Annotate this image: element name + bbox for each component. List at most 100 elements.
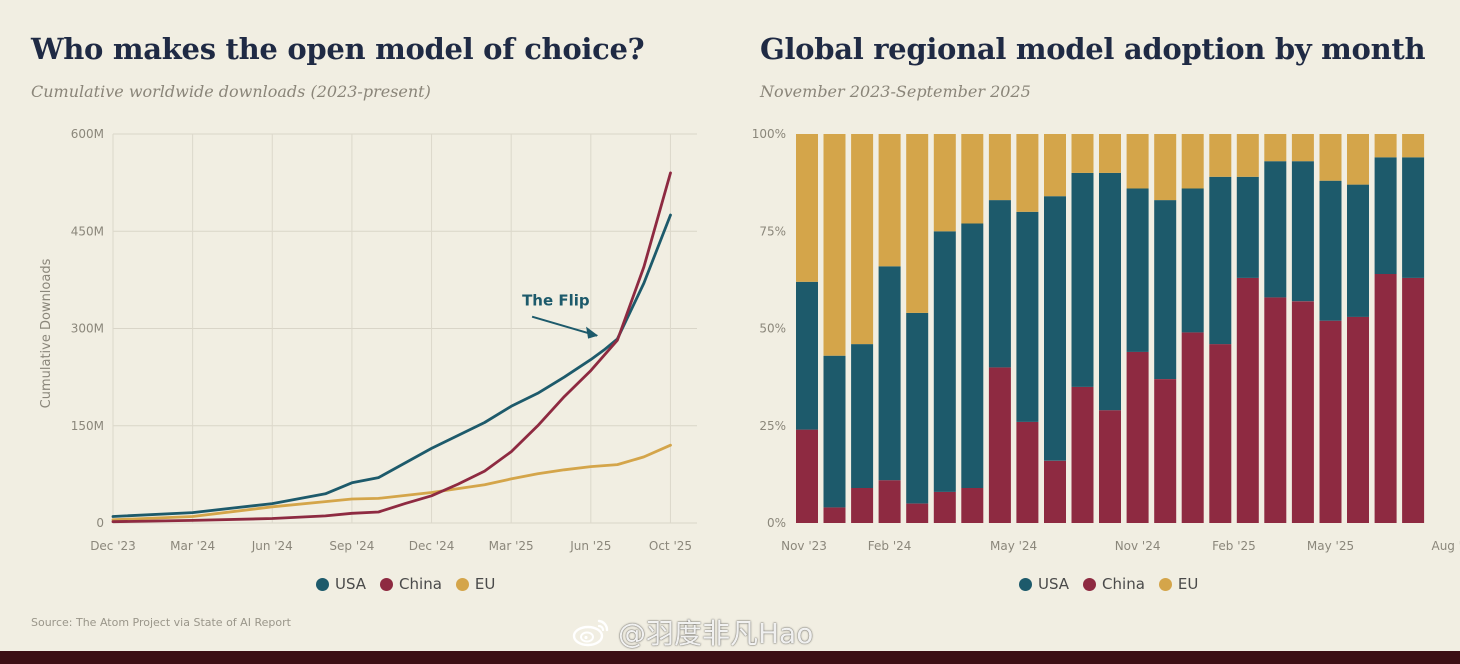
- bar-segment-eu: [1236, 134, 1259, 177]
- annotation-the-flip: The Flip: [522, 292, 590, 310]
- bar-segment-china: [961, 488, 984, 523]
- left-legend: USA China EU: [316, 575, 495, 593]
- bar-segment-usa: [796, 281, 818, 430]
- x-tick-label: Aug '25: [1431, 539, 1460, 553]
- bar-segment-usa: [1402, 157, 1425, 278]
- bar-segment-eu: [1126, 134, 1149, 189]
- bar-segment-eu: [1071, 134, 1094, 173]
- legend-dot-china: [380, 577, 394, 591]
- legend-item-china: China: [380, 575, 442, 593]
- x-tick-label: Feb '25: [1212, 539, 1256, 553]
- bar-segment-china: [1374, 274, 1397, 523]
- watermark: @羽度非凡Hao: [572, 612, 813, 652]
- x-tick-label: Dec '23: [90, 539, 136, 553]
- legend-label-usa: USA: [1038, 575, 1070, 593]
- bar-segment-usa: [1099, 172, 1121, 411]
- x-tick-label: Dec '24: [409, 539, 455, 553]
- y-tick-label: 50%: [759, 322, 786, 336]
- y-axis-label: Cumulative Downloads: [39, 258, 54, 408]
- y-tick-label: 600M: [71, 127, 104, 141]
- y-tick-label: 25%: [759, 419, 786, 433]
- x-tick-label: Feb '24: [868, 539, 912, 553]
- bar-segment-eu: [1154, 134, 1177, 201]
- bar-segment-usa: [878, 266, 901, 481]
- y-tick-label: 450M: [71, 224, 104, 238]
- bar-segment-usa: [1071, 172, 1094, 387]
- bar-segment-china: [823, 507, 846, 523]
- legend-label-china: China: [399, 575, 442, 593]
- legend-dot-eu: [455, 577, 469, 591]
- bar-segment-usa: [1236, 176, 1259, 278]
- bar-segment-eu: [1347, 134, 1369, 185]
- bottom-band: [0, 651, 1460, 664]
- bar-segment-china: [1347, 316, 1369, 523]
- y-tick-label: 75%: [759, 224, 786, 238]
- series-line-usa: [111, 213, 672, 518]
- bar-segment-china: [1181, 332, 1204, 523]
- bar-segment-eu: [961, 134, 984, 224]
- bar-segment-china: [906, 503, 929, 523]
- bar-segment-eu: [1099, 134, 1121, 173]
- bar-segment-eu: [1291, 134, 1314, 162]
- legend-item-eu: EU: [455, 575, 496, 593]
- bar-segment-eu: [1264, 134, 1287, 162]
- legend-item-usa: USA: [1019, 575, 1069, 593]
- bar-segment-usa: [961, 223, 984, 488]
- bar-segment-eu: [796, 134, 818, 282]
- legend-label-china: China: [1102, 575, 1145, 593]
- legend-item-usa: USA: [316, 575, 366, 593]
- bar-segment-china: [1319, 320, 1342, 523]
- y-tick-label: 300M: [71, 322, 104, 336]
- y-tick-label: 0%: [767, 516, 786, 530]
- watermark-text: @羽度非凡Hao: [618, 617, 814, 650]
- y-tick-label: 150M: [71, 419, 104, 433]
- x-tick-label: May '24: [990, 539, 1037, 553]
- x-tick-label: Sep '24: [329, 539, 374, 553]
- bar-segment-china: [1154, 379, 1177, 523]
- bar-segment-china: [1264, 297, 1287, 523]
- bar-segment-eu: [1319, 134, 1342, 181]
- legend-label-eu: EU: [474, 575, 496, 593]
- bar-segment-china: [1209, 344, 1232, 523]
- x-tick-label: Oct '25: [649, 539, 692, 553]
- bar-segment-eu: [851, 134, 874, 345]
- annotation-arrow-shaft: [531, 315, 598, 337]
- bar-segment-china: [988, 367, 1011, 523]
- bar-segment-eu: [1181, 134, 1204, 189]
- bar-segment-usa: [851, 344, 874, 488]
- right-chart-subtitle: November 2023-September 2025: [760, 82, 1031, 101]
- legend-dot-usa: [316, 577, 329, 591]
- annotation-arrow-head: [586, 326, 599, 339]
- legend-item-china: China: [1083, 575, 1145, 593]
- bar-segment-eu: [1044, 134, 1066, 197]
- series-line-china: [111, 171, 672, 524]
- bar-segment-usa: [906, 312, 929, 504]
- x-tick-label: Jun '25: [569, 539, 611, 553]
- bar-segment-china: [1291, 301, 1314, 523]
- bar-segment-china: [796, 429, 818, 523]
- bar-segment-usa: [1181, 188, 1204, 333]
- bar-segment-usa: [1154, 200, 1177, 379]
- bar-segment-china: [1071, 386, 1094, 523]
- bar-segment-eu: [1016, 134, 1039, 212]
- bar-segment-usa: [1264, 161, 1287, 298]
- bar-segment-usa: [1016, 211, 1039, 422]
- bar-segment-eu: [878, 134, 901, 267]
- bar-segment-usa: [1291, 161, 1314, 302]
- x-tick-label: Mar '25: [489, 539, 534, 553]
- legend-label-usa: USA: [335, 575, 367, 593]
- bar-segment-usa: [1044, 196, 1066, 461]
- legend-item-eu: EU: [1158, 575, 1198, 593]
- source-note: Source: The Atom Project via State of AI…: [31, 616, 291, 629]
- bar-segment-eu: [933, 134, 956, 232]
- bar-segment-eu: [906, 134, 929, 313]
- bar-segment-eu: [1374, 134, 1397, 158]
- bar-segment-usa: [933, 231, 956, 492]
- series-line-eu: [111, 443, 672, 522]
- x-tick-label: Nov '23: [781, 539, 827, 553]
- x-tick-label: Mar '24: [170, 539, 215, 553]
- bar-segment-eu: [988, 134, 1011, 201]
- x-tick-label: Jun '24: [251, 539, 293, 553]
- right-legend: USA China EU: [1019, 575, 1198, 593]
- bar-segment-usa: [1347, 184, 1369, 317]
